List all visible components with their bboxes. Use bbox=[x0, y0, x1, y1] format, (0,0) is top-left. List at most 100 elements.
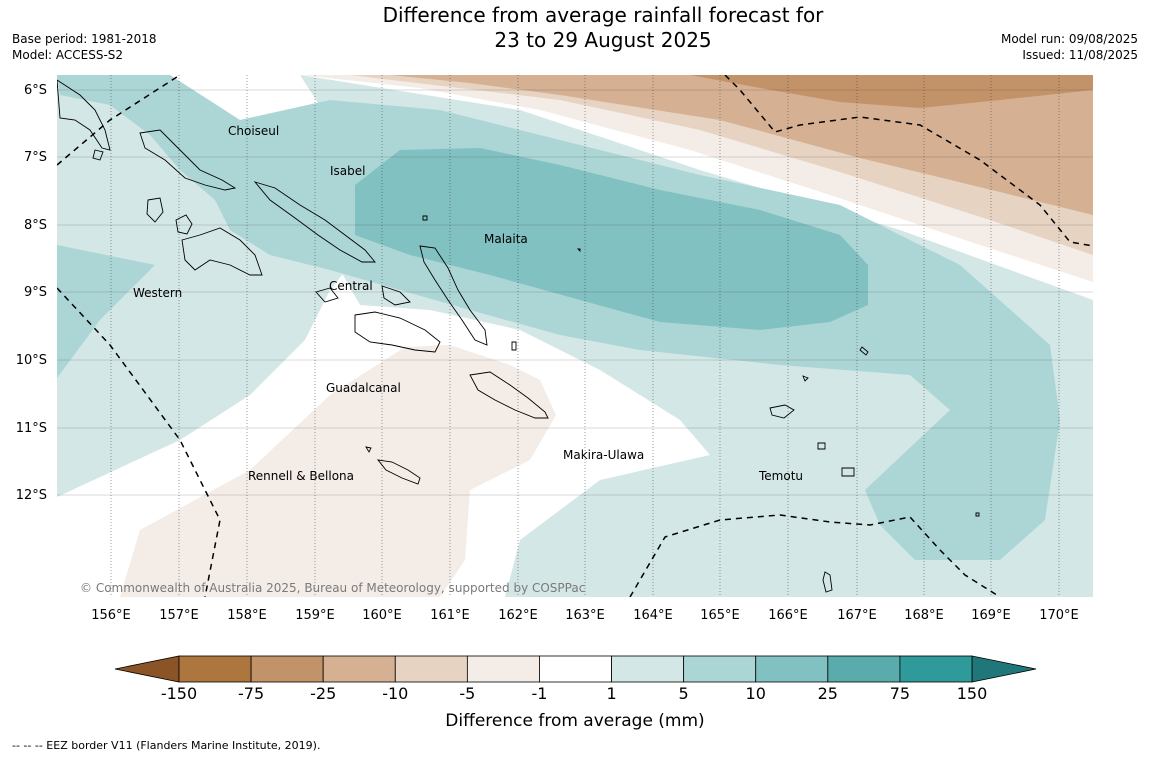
island-choiseul bbox=[139, 129, 237, 191]
eez-footnote: -- -- -- EEZ border V11 (Flanders Marine… bbox=[12, 739, 321, 752]
band-wet-dark bbox=[355, 148, 868, 330]
colorbar-tick-label: -10 bbox=[382, 684, 408, 703]
label-makira-ulawa: Makira-Ulawa bbox=[563, 448, 644, 462]
island-vella-lavella bbox=[146, 197, 164, 223]
eez-border bbox=[57, 75, 1093, 597]
island-sikaiana bbox=[576, 248, 581, 253]
colorbar-extend-high bbox=[971, 655, 1037, 683]
island-tikopia bbox=[975, 512, 980, 517]
colorbar-segment bbox=[539, 655, 612, 683]
colorbar-tick-label: 1 bbox=[606, 684, 616, 703]
colorbar-tick-label: 5 bbox=[679, 684, 689, 703]
island-santa-cruz bbox=[769, 404, 795, 419]
label-central: Central bbox=[329, 279, 373, 293]
gridlines bbox=[57, 75, 1093, 597]
lon-label: 165°E bbox=[700, 608, 740, 623]
island-duff bbox=[859, 346, 869, 356]
band-dry-light-sw bbox=[120, 345, 556, 597]
lon-label: 163°E bbox=[565, 608, 605, 623]
colorbar-tick-label: -25 bbox=[310, 684, 336, 703]
island-utupua bbox=[817, 442, 826, 450]
island-guadalcanal bbox=[354, 311, 441, 353]
island-outlines bbox=[57, 79, 980, 593]
island-isabel bbox=[253, 181, 376, 263]
colorbar-tick-label: -75 bbox=[238, 684, 264, 703]
colorbar-segment bbox=[322, 655, 396, 683]
island-ulawa bbox=[511, 341, 517, 351]
title-line-1: Difference from average rainfall forecas… bbox=[382, 3, 824, 27]
label-temotu: Temotu bbox=[758, 469, 803, 483]
island-bellona bbox=[365, 446, 372, 453]
lon-label: 160°E bbox=[362, 608, 402, 623]
base-period: Base period: 1981-2018 bbox=[12, 32, 157, 46]
colorbar-title: Difference from average (mm) bbox=[445, 711, 704, 731]
title-line-2: 23 to 29 August 2025 bbox=[494, 28, 712, 52]
colorbar-segment bbox=[178, 655, 252, 683]
island-bougainville bbox=[57, 79, 111, 151]
longitude-axis: 156°E 157°E 158°E 159°E 160°E 161°E 162°… bbox=[91, 608, 1079, 623]
lat-label: 10°S bbox=[16, 353, 47, 368]
colorbar-tick-label: -1 bbox=[531, 684, 547, 703]
colorbar-tick-label: -150 bbox=[161, 684, 197, 703]
lat-label: 12°S bbox=[16, 488, 47, 503]
model-name: Model: ACCESS-S2 bbox=[12, 48, 124, 62]
colorbar-segments bbox=[178, 655, 973, 683]
band-dry-strong-ne bbox=[690, 75, 1093, 108]
colorbar-segment bbox=[683, 655, 757, 683]
island-reef-islands bbox=[802, 375, 809, 382]
island-malaita bbox=[419, 245, 488, 346]
band-wet-medium bbox=[57, 75, 1060, 560]
lon-label: 161°E bbox=[430, 608, 470, 623]
lon-label: 164°E bbox=[633, 608, 673, 623]
lon-label: 162°E bbox=[498, 608, 538, 623]
lon-label: 159°E bbox=[295, 608, 335, 623]
label-choiseul: Choiseul bbox=[228, 124, 279, 138]
colorbar-tick-label: 10 bbox=[746, 684, 766, 703]
colorbar-segment bbox=[250, 655, 324, 683]
colorbar-tick-label: 150 bbox=[957, 684, 988, 703]
island-new-georgia bbox=[181, 227, 263, 276]
colorbar-segment bbox=[827, 655, 901, 683]
band-dry-moderate-ne bbox=[390, 75, 1093, 215]
issued-date: Issued: 11/08/2025 bbox=[1022, 48, 1138, 62]
meta-right: Model run: 09/08/2025 Issued: 11/08/2025 bbox=[1001, 31, 1138, 63]
label-malaita: Malaita bbox=[484, 232, 528, 246]
colorbar-tick-label: -5 bbox=[459, 684, 475, 703]
model-run: Model run: 09/08/2025 bbox=[1000, 32, 1138, 46]
lon-label: 169°E bbox=[971, 608, 1011, 623]
meta-left: Base period: 1981-2018 Model: ACCESS-S2 bbox=[12, 31, 157, 63]
label-isabel: Isabel bbox=[330, 164, 365, 178]
lon-label: 168°E bbox=[904, 608, 944, 623]
island-anuta bbox=[822, 571, 833, 593]
lon-label: 167°E bbox=[837, 608, 877, 623]
lat-label: 6°S bbox=[24, 83, 47, 98]
lon-label: 157°E bbox=[159, 608, 199, 623]
band-wet-medium-far-west bbox=[57, 245, 155, 378]
colorbar-segment bbox=[755, 655, 829, 683]
band-wet-light-west bbox=[57, 75, 390, 497]
latitude-axis: 6°S 7°S 8°S 9°S 10°S 11°S 12°S bbox=[16, 83, 47, 503]
island-shortlands bbox=[92, 149, 104, 161]
colorbar-segment bbox=[394, 655, 468, 683]
colorbar-tick-label: 25 bbox=[818, 684, 838, 703]
label-rennell-bellona: Rennell & Bellona bbox=[248, 469, 354, 483]
lat-label: 7°S bbox=[24, 150, 47, 165]
island-rennell bbox=[376, 459, 421, 485]
colorbar: -150 -75 -25 -10 -5 -1 1 5 10 25 75 150 Difference … bbox=[114, 655, 1037, 731]
island-vanikoro bbox=[841, 467, 855, 477]
lat-label: 8°S bbox=[24, 218, 47, 233]
island-ontong-java bbox=[422, 215, 428, 221]
island-kolombangara bbox=[175, 214, 193, 235]
lat-label: 11°S bbox=[16, 421, 47, 436]
lon-label: 158°E bbox=[227, 608, 267, 623]
colorbar-segment bbox=[899, 655, 973, 683]
lon-label: 170°E bbox=[1039, 608, 1079, 623]
lon-label: 156°E bbox=[91, 608, 131, 623]
map-title: Difference from average rainfall forecas… bbox=[0, 3, 1150, 53]
label-western: Western bbox=[133, 286, 182, 300]
island-russell bbox=[381, 285, 411, 306]
colorbar-segment bbox=[466, 655, 540, 683]
island-ngella bbox=[315, 287, 339, 303]
island-makira bbox=[469, 371, 549, 419]
